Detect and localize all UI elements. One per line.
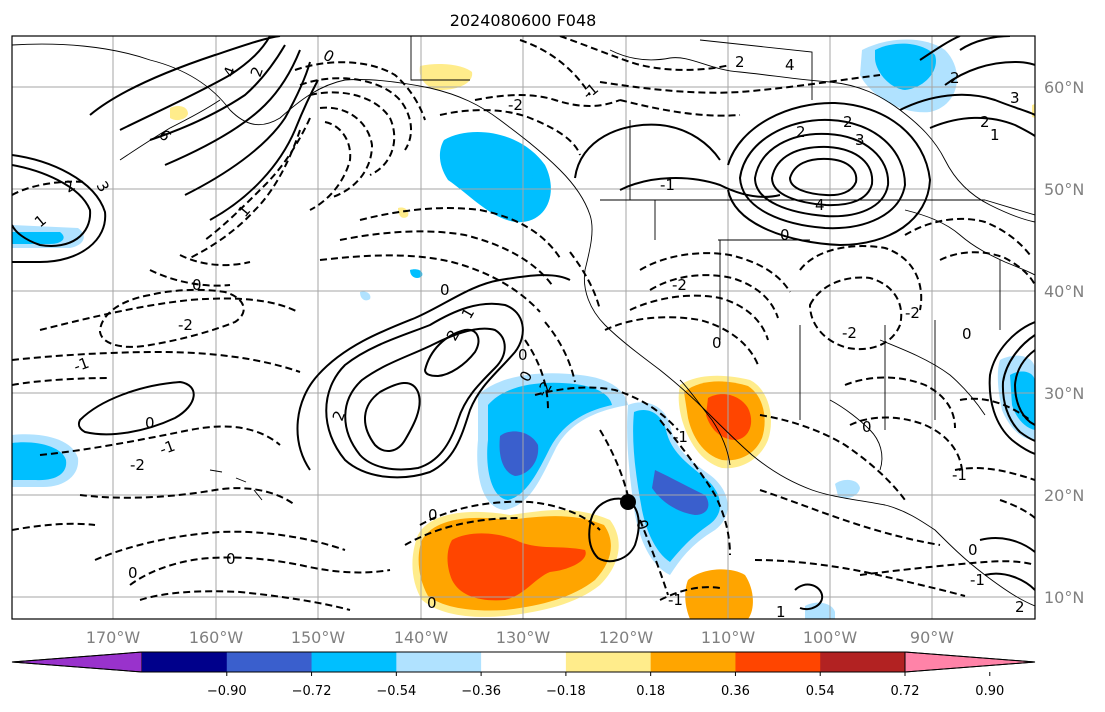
colorbar-swatch <box>396 652 482 672</box>
map-panel: 2 3 1 6 4 2 1 0 -2 -1 0 -2 -1 0 0 0 -2 -… <box>11 35 1036 621</box>
lat-label: 30°N <box>1044 384 1084 403</box>
lon-label: 160°W <box>189 628 244 647</box>
lon-label: 100°W <box>803 628 858 647</box>
contour-label: 4 <box>815 196 825 214</box>
contour-label: 2 <box>950 69 960 87</box>
contour-label: 2 <box>796 123 806 141</box>
contour-label: 3 <box>855 131 865 149</box>
contour-label: 0 <box>192 276 202 294</box>
storm-center-dot <box>620 494 636 510</box>
contour-label: -1 <box>660 176 675 194</box>
colorbar-swatch <box>650 652 736 672</box>
lat-label: 20°N <box>1044 486 1084 505</box>
colorbar-swatch <box>481 652 567 672</box>
contour-label: 0 <box>962 325 972 343</box>
contour-label: 0 <box>862 418 872 436</box>
solid-contours <box>12 36 1035 611</box>
colorbar-tick-label: 0.54 <box>806 684 835 699</box>
lat-label: 60°N <box>1044 78 1084 97</box>
contour-label: -1 <box>970 571 985 589</box>
lon-label: 170°W <box>86 628 141 647</box>
lon-label: 140°W <box>394 628 449 647</box>
lat-label: 50°N <box>1044 180 1084 199</box>
contour-label: -2 <box>842 324 857 342</box>
dashed-contours <box>12 36 1035 611</box>
contour-label: 2 <box>735 53 745 71</box>
lat-label: 10°N <box>1044 588 1084 607</box>
colorbar-swatch <box>142 652 228 672</box>
lon-label: 130°W <box>496 628 551 647</box>
colorbar-extend-low <box>11 651 143 673</box>
contour-label: 0 <box>145 414 155 432</box>
colorbar-tick-label: −0.90 <box>207 684 247 699</box>
colorbar-outline <box>11 651 1036 673</box>
contour-label: -1 <box>668 591 683 609</box>
contour-label: -1 <box>71 354 91 376</box>
colorbar-swatch <box>311 652 397 672</box>
colorbar: −0.90 −0.72 −0.54 −0.36 −0.18 0.18 0.36 0.54 0.7… <box>11 651 1036 699</box>
contour-label: 0 <box>712 334 722 352</box>
lon-label: 120°W <box>599 628 654 647</box>
contour-label: 0 <box>518 346 528 364</box>
lon-label: 110°W <box>701 628 756 647</box>
contour-label: 2 <box>1015 598 1025 616</box>
contour-label: 0 <box>968 541 978 559</box>
contour-label: -2 <box>178 316 193 334</box>
colorbar-extend-high <box>904 651 1036 673</box>
contour-label: 1 <box>990 126 1000 144</box>
lat-label: 40°N <box>1044 282 1084 301</box>
latitude-labels: 60°N 50°N 40°N 30°N 20°N 10°N <box>1044 78 1084 607</box>
contour-label: -2 <box>905 304 920 322</box>
contour-label: 4 <box>785 56 795 74</box>
colorbar-swatch <box>820 652 906 672</box>
colorbar-tick-label: −0.72 <box>292 684 332 699</box>
map-title: 2024080600 F048 <box>450 11 597 30</box>
colorbar-swatch <box>735 652 821 672</box>
contour-label: 0 <box>427 594 437 612</box>
colorbar-tick-label: 0.18 <box>636 684 665 699</box>
colorbar-swatch <box>565 652 652 672</box>
contour-label: 2 <box>843 113 853 131</box>
colorbar-swatch <box>226 652 313 672</box>
colorbar-tick-label: −0.36 <box>461 684 501 699</box>
contour-label: -2 <box>130 456 145 474</box>
colorbar-tick-label: 0.90 <box>975 684 1004 699</box>
lon-label: 150°W <box>291 628 346 647</box>
contour-label: 1 <box>776 603 786 621</box>
contour-label: 0 <box>440 281 450 299</box>
colorbar-tick-label: −0.54 <box>376 684 416 699</box>
contour-label: 0 <box>780 226 790 244</box>
graticule <box>12 36 1035 619</box>
contour-label: -1 <box>673 428 688 446</box>
longitude-labels: 170°W 160°W 150°W 140°W 130°W 120°W 110°… <box>86 628 954 647</box>
contour-label: -2 <box>672 276 687 294</box>
lon-label: 90°W <box>910 628 954 647</box>
colorbar-tick-label: 0.72 <box>891 684 920 699</box>
contour-label: -1 <box>952 466 967 484</box>
shading-layer <box>12 39 1035 619</box>
contour-label: 2 <box>980 113 990 131</box>
contour-label: -2 <box>508 96 523 114</box>
colorbar-tick-label: −0.18 <box>546 684 586 699</box>
contour-label: 3 <box>1010 89 1020 107</box>
contour-label: 0 <box>128 564 138 582</box>
colorbar-tick-label: 0.36 <box>721 684 750 699</box>
contour-label: 0 <box>226 550 236 568</box>
contour-label: 0 <box>428 506 438 524</box>
contour-label: -1 <box>157 437 177 459</box>
